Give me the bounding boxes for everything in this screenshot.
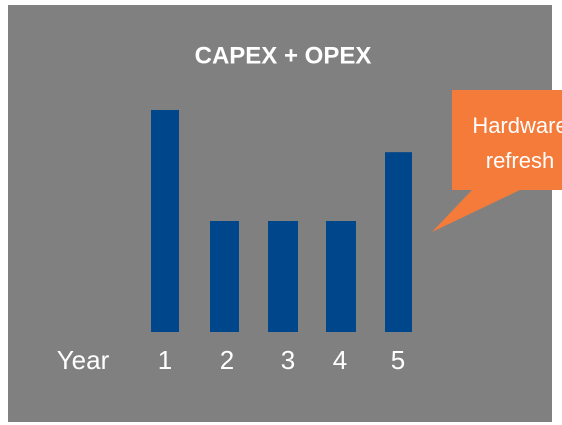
bar <box>210 221 239 332</box>
callout-text: Hardware <box>472 113 562 138</box>
x-tick-label: 4 <box>333 345 347 375</box>
x-axis-label: Year <box>57 345 110 375</box>
bar <box>151 110 179 332</box>
chart-title: CAPEX + OPEX <box>195 42 372 69</box>
callout-text: refresh <box>486 148 554 173</box>
x-tick-label: 2 <box>220 345 234 375</box>
bar <box>268 221 298 332</box>
x-tick-label: 3 <box>281 345 295 375</box>
x-tick-label: 1 <box>158 345 172 375</box>
bar <box>326 221 356 332</box>
bar <box>385 152 412 332</box>
callout: Hardware refresh <box>432 90 562 232</box>
x-tick-label: 5 <box>391 345 405 375</box>
callout-shape <box>432 90 562 232</box>
